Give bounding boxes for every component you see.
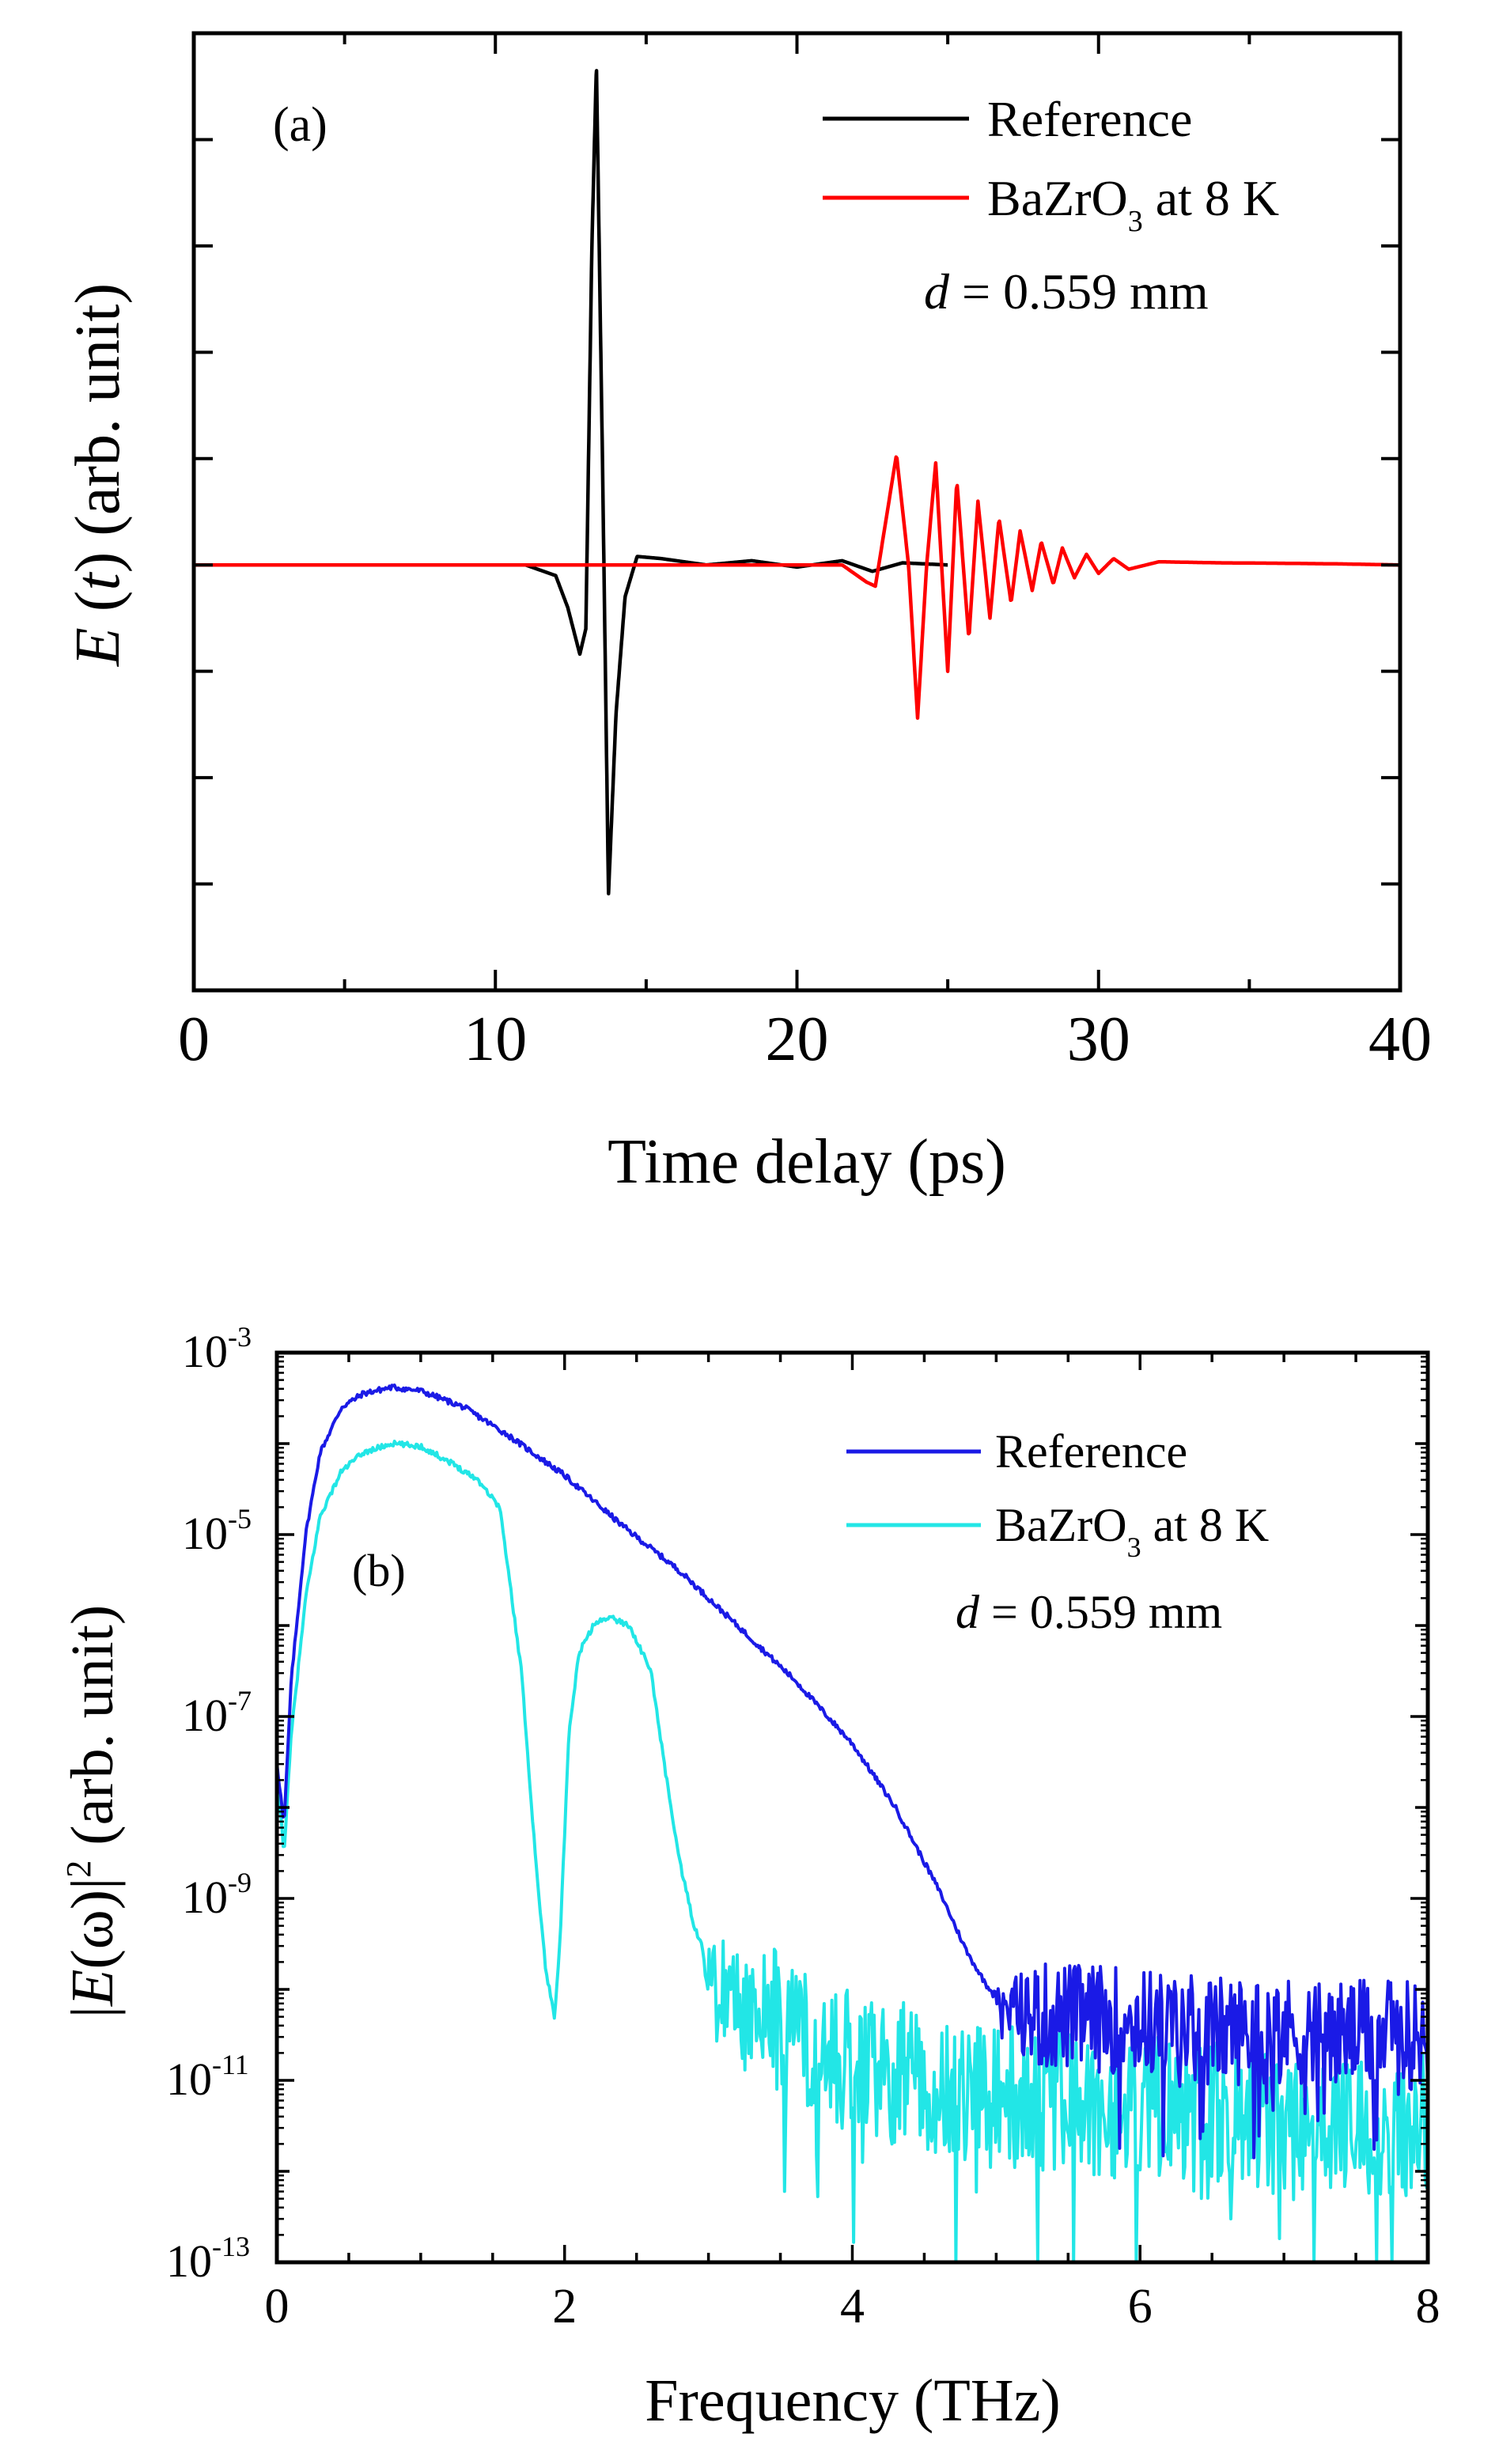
panel-a-x-tick-label: 0 <box>178 1005 210 1074</box>
panel-a-ticks: 0 10 20 30 40 <box>178 33 1432 1074</box>
legend-b-reference-label: Reference <box>995 1425 1187 1478</box>
panel-b-ticks: 0 2 4 6 8 10-13 10-11 10-9 10-7 10-5 10-3 <box>166 1321 1440 2333</box>
panel-a-reference-line <box>479 69 949 895</box>
panel-b-x-tick-label: 6 <box>1128 2280 1153 2333</box>
panel-b-y-tick-label: 10-9 <box>182 1867 252 1923</box>
panel-a-x-tick-label: 10 <box>464 1005 527 1074</box>
panel-b-y-tick-label: 10-11 <box>166 2049 249 2105</box>
panel-b-y-tick-label: 10-13 <box>166 2231 250 2287</box>
panel-a-y-axis-title: E (t) (arb. unit) <box>63 283 133 667</box>
panel-a-x-tick-label: 40 <box>1368 1005 1432 1074</box>
panel-a-series <box>192 69 1402 895</box>
panel-a-x-tick-label: 20 <box>766 1005 829 1074</box>
panel-a-bazro3-line <box>192 455 1402 721</box>
panel-b-x-tick-label: 4 <box>840 2280 865 2333</box>
legend-a-bazro3-label: BaZrO3 at 8 K <box>987 170 1279 238</box>
panel-b-y-axis-title: |E(ω)|2 (arb. unit) <box>59 1605 126 2018</box>
panel-a-label: (a) <box>273 98 327 152</box>
panel-b-label: (b) <box>352 1545 406 1596</box>
panel-b-x-tick-label: 8 <box>1416 2280 1440 2333</box>
panel-a-thickness-annotation: d = 0.559 mm <box>924 263 1209 320</box>
panel-b-x-axis-title: Frequency (THz) <box>645 2367 1060 2434</box>
panel-a-x-tick-label: 30 <box>1067 1005 1130 1074</box>
panel-a: 0 10 20 30 40 (a) Reference BaZrO3 at 8 K d … <box>63 31 1432 1197</box>
panel-b-x-tick-label: 0 <box>265 2280 290 2333</box>
panel-b: 0 2 4 6 8 10-13 10-11 10-9 10-7 10-5 10-3 (b) Refe… <box>59 1321 1440 2434</box>
legend-b-bazro3-label: BaZrO3 at 8 K <box>995 1499 1269 1563</box>
legend-a-reference-label: Reference <box>987 91 1192 147</box>
panel-a-x-axis-title: Time delay (ps) <box>608 1127 1006 1197</box>
panel-b-series <box>275 1383 1429 2264</box>
panel-b-reference-line <box>275 1383 1429 2159</box>
panel-b-y-tick-label: 10-7 <box>182 1685 252 1741</box>
panel-b-x-tick-label: 2 <box>552 2280 577 2333</box>
panel-b-y-tick-label: 10-3 <box>182 1321 252 1377</box>
panel-b-thickness-annotation: d = 0.559 mm <box>956 1586 1222 1638</box>
panel-b-y-tick-label: 10-5 <box>182 1503 252 1559</box>
